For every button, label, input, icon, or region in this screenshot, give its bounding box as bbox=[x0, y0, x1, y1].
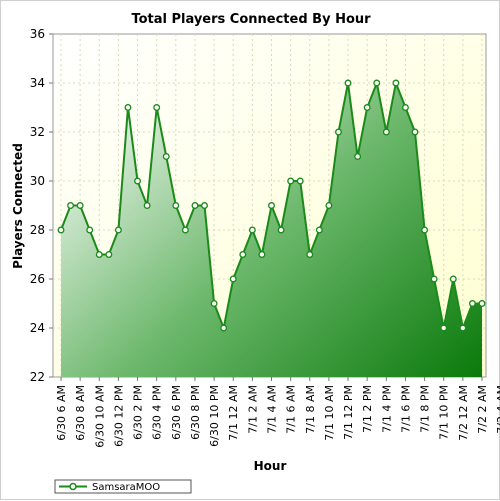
series-points bbox=[57, 79, 486, 332]
y-tick-label-0: 22 bbox=[30, 370, 45, 384]
x-tick-label-3: 6/30 12 PM bbox=[112, 385, 125, 447]
y-tick-label-3: 28 bbox=[30, 223, 45, 237]
legend-marker-swatch bbox=[69, 482, 77, 491]
y-axis-ticks: 22 24 26 28 30 32 34 36 bbox=[30, 27, 53, 384]
x-tick-label-7: 6/30 8 PM bbox=[189, 385, 202, 440]
data-point-2 bbox=[76, 202, 84, 209]
data-point-27 bbox=[315, 226, 323, 234]
y-tick-label-6: 34 bbox=[30, 76, 45, 90]
data-point-16 bbox=[210, 300, 218, 307]
x-tick-label-11: 7/1 4 AM bbox=[266, 385, 279, 434]
data-point-6 bbox=[114, 226, 122, 234]
x-tick-label-18: 7/1 6 PM bbox=[399, 385, 412, 433]
x-tick-label-22: 7/2 2 AM bbox=[476, 385, 489, 434]
data-point-11 bbox=[162, 153, 170, 160]
x-tick-label-19: 7/1 8 PM bbox=[419, 385, 432, 433]
x-tick-label-20: 7/1 10 PM bbox=[438, 385, 451, 440]
x-tick-label-2: 6/30 10 AM bbox=[93, 385, 106, 448]
x-tick-label-10: 7/1 2 AM bbox=[246, 385, 259, 434]
data-point-8 bbox=[134, 177, 141, 185]
data-point-29 bbox=[335, 128, 342, 136]
data-point-36 bbox=[402, 104, 409, 111]
x-tick-label-9: 7/1 12 AM bbox=[227, 385, 240, 441]
data-point-17 bbox=[220, 324, 228, 332]
x-tick-label-0: 6/30 6 AM bbox=[55, 385, 68, 441]
data-point-33 bbox=[373, 79, 381, 87]
x-tick-label-4: 6/30 2 PM bbox=[132, 385, 145, 440]
data-point-10 bbox=[153, 104, 161, 111]
x-axis-title: Hour bbox=[254, 459, 287, 473]
data-point-37 bbox=[411, 128, 419, 136]
data-point-42 bbox=[459, 324, 467, 332]
data-point-23 bbox=[277, 226, 285, 234]
data-point-5 bbox=[105, 251, 113, 258]
data-point-35 bbox=[392, 79, 400, 87]
data-point-18 bbox=[229, 275, 237, 283]
x-tick-label-14: 7/1 10 AM bbox=[323, 385, 336, 441]
x-tick-label-17: 7/1 4 PM bbox=[380, 385, 393, 433]
x-tick-label-5: 6/30 4 PM bbox=[151, 385, 164, 440]
data-point-7 bbox=[124, 104, 132, 111]
legend: SamsaraMOO bbox=[54, 479, 192, 494]
data-point-40 bbox=[440, 324, 448, 332]
y-tick-label-7: 36 bbox=[30, 27, 45, 41]
data-point-24 bbox=[287, 177, 295, 185]
x-tick-label-1: 6/30 8 AM bbox=[74, 385, 87, 441]
x-tick-label-21: 7/2 12 AM bbox=[457, 385, 470, 441]
y-tick-label-2: 26 bbox=[30, 272, 45, 286]
x-tick-label-8: 6/30 10 PM bbox=[208, 385, 221, 447]
y-tick-label-1: 24 bbox=[30, 321, 45, 335]
data-point-19 bbox=[239, 251, 247, 258]
y-tick-label-4: 30 bbox=[30, 174, 45, 188]
legend-label: SamsaraMOO bbox=[92, 482, 160, 493]
data-point-26 bbox=[306, 251, 314, 258]
data-point-20 bbox=[248, 226, 256, 234]
data-point-41 bbox=[449, 275, 457, 283]
data-point-32 bbox=[363, 104, 371, 111]
data-point-34 bbox=[382, 128, 390, 136]
data-point-15 bbox=[201, 202, 208, 209]
data-point-12 bbox=[172, 202, 180, 209]
data-point-30 bbox=[344, 79, 352, 87]
x-tick-label-6: 6/30 6 PM bbox=[170, 385, 183, 440]
data-point-21 bbox=[258, 251, 266, 258]
data-point-44 bbox=[478, 300, 486, 307]
x-tick-label-15: 7/1 12 PM bbox=[342, 385, 355, 440]
data-point-13 bbox=[181, 226, 189, 234]
legend-box bbox=[54, 479, 192, 494]
data-point-43 bbox=[468, 300, 476, 307]
x-tick-label-13: 7/1 8 AM bbox=[304, 385, 317, 434]
data-point-38 bbox=[421, 226, 429, 234]
data-point-14 bbox=[191, 202, 199, 209]
data-point-4 bbox=[95, 251, 103, 258]
data-point-0 bbox=[57, 226, 65, 234]
data-point-25 bbox=[296, 177, 304, 185]
x-tick-label-12: 7/1 6 AM bbox=[285, 385, 298, 434]
x-tick-label-23: 7/2 4 AM bbox=[495, 385, 500, 434]
data-point-39 bbox=[430, 275, 438, 283]
x-tick-label-16: 7/1 2 PM bbox=[361, 385, 374, 433]
y-tick-label-5: 32 bbox=[30, 125, 45, 139]
data-point-3 bbox=[86, 226, 94, 234]
data-point-1 bbox=[67, 202, 75, 209]
data-point-28 bbox=[325, 202, 333, 209]
data-point-9 bbox=[143, 202, 151, 209]
data-point-31 bbox=[354, 153, 362, 160]
data-point-22 bbox=[268, 202, 275, 209]
chart-title: Total Players Connected By Hour bbox=[131, 12, 371, 27]
y-axis-title: Players Connected bbox=[11, 143, 25, 269]
x-axis-ticks: 6/30 6 AM 6/30 8 AM 6/30 10 AM 6/30 12 PM 6/… bbox=[55, 377, 500, 448]
